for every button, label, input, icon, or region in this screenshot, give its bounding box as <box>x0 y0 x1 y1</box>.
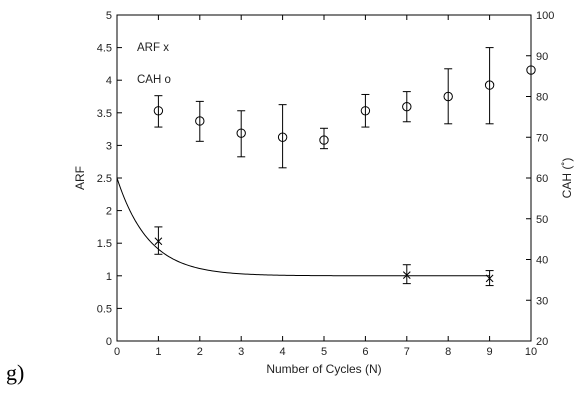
x-tick-label: 5 <box>321 346 327 358</box>
panel-label: g) <box>6 360 25 385</box>
y-left-tick-label: 2.5 <box>97 173 112 185</box>
y-left-tick-label: 3.5 <box>97 108 112 120</box>
cah-point <box>195 116 205 126</box>
cah-point <box>319 135 329 145</box>
y-right-tick-label: 100 <box>536 10 554 22</box>
arf-point-stroke <box>154 237 163 246</box>
x-tick-label: 2 <box>197 346 203 358</box>
x-tick-label: 1 <box>155 346 161 358</box>
cah-point <box>526 65 536 75</box>
x-tick-label: 3 <box>238 346 244 358</box>
cah-point <box>484 80 495 90</box>
x-tick-label: 7 <box>404 346 410 358</box>
y-left-tick-label: 1 <box>106 271 112 283</box>
y-left-tick-label: 0.5 <box>97 303 112 315</box>
y-left-tick-label: 3 <box>106 140 112 152</box>
x-tick-label: 10 <box>525 346 537 358</box>
x-axis-label: Number of Cycles (N) <box>266 362 381 376</box>
cah-point <box>360 106 371 116</box>
x-tick-label: 9 <box>487 346 493 358</box>
y-left-tick-label: 5 <box>106 10 112 22</box>
cah-point <box>402 101 412 112</box>
cah-point <box>277 132 288 142</box>
plot-frame <box>116 14 532 342</box>
y-right-tick-label: 30 <box>536 295 548 307</box>
cah-point <box>236 128 246 138</box>
y-right-tick-label: 60 <box>536 173 548 185</box>
arf-point <box>402 271 411 280</box>
y-right-tick-label: 40 <box>536 255 548 267</box>
y-right-tick-label: 20 <box>536 336 548 348</box>
y-right-tick-label: 50 <box>536 214 548 226</box>
arf-point <box>154 237 163 246</box>
y-axis-right-label: CAH (˚) <box>560 158 574 199</box>
y-left-tick-label: 0 <box>106 336 112 348</box>
y-left-tick-label: 1.5 <box>97 238 112 250</box>
y-axis-left-label: ARF <box>73 166 87 190</box>
y-left-tick-label: 4.5 <box>97 43 112 55</box>
arf-point-stroke <box>402 271 411 280</box>
y-right-tick-label: 90 <box>536 51 548 63</box>
legend: ARF x CAH o <box>137 42 171 86</box>
x-tick-label: 6 <box>362 346 368 358</box>
arf-point-stroke <box>485 274 494 283</box>
ticks: 0 1 2 3 4 5 6 7 8 9 1000.511.522.533.544.552030405… <box>97 10 555 358</box>
arf-fit-curve <box>116 177 490 277</box>
legend-entry-cah: CAH o <box>137 74 171 86</box>
legend-entry-arf: ARF x <box>137 42 169 54</box>
y-right-tick-label: 70 <box>536 132 548 144</box>
x-tick-label: 0 <box>114 346 120 358</box>
y-left-tick-label: 2 <box>106 206 112 218</box>
y-right-tick-label: 80 <box>536 92 548 104</box>
x-tick-label: 4 <box>280 346 286 358</box>
axes <box>116 14 532 342</box>
cah-point <box>443 91 453 102</box>
data-marks <box>116 47 536 287</box>
cah-point <box>153 106 164 116</box>
x-tick-label: 8 <box>445 346 451 358</box>
y-left-tick-label: 4 <box>106 75 112 87</box>
